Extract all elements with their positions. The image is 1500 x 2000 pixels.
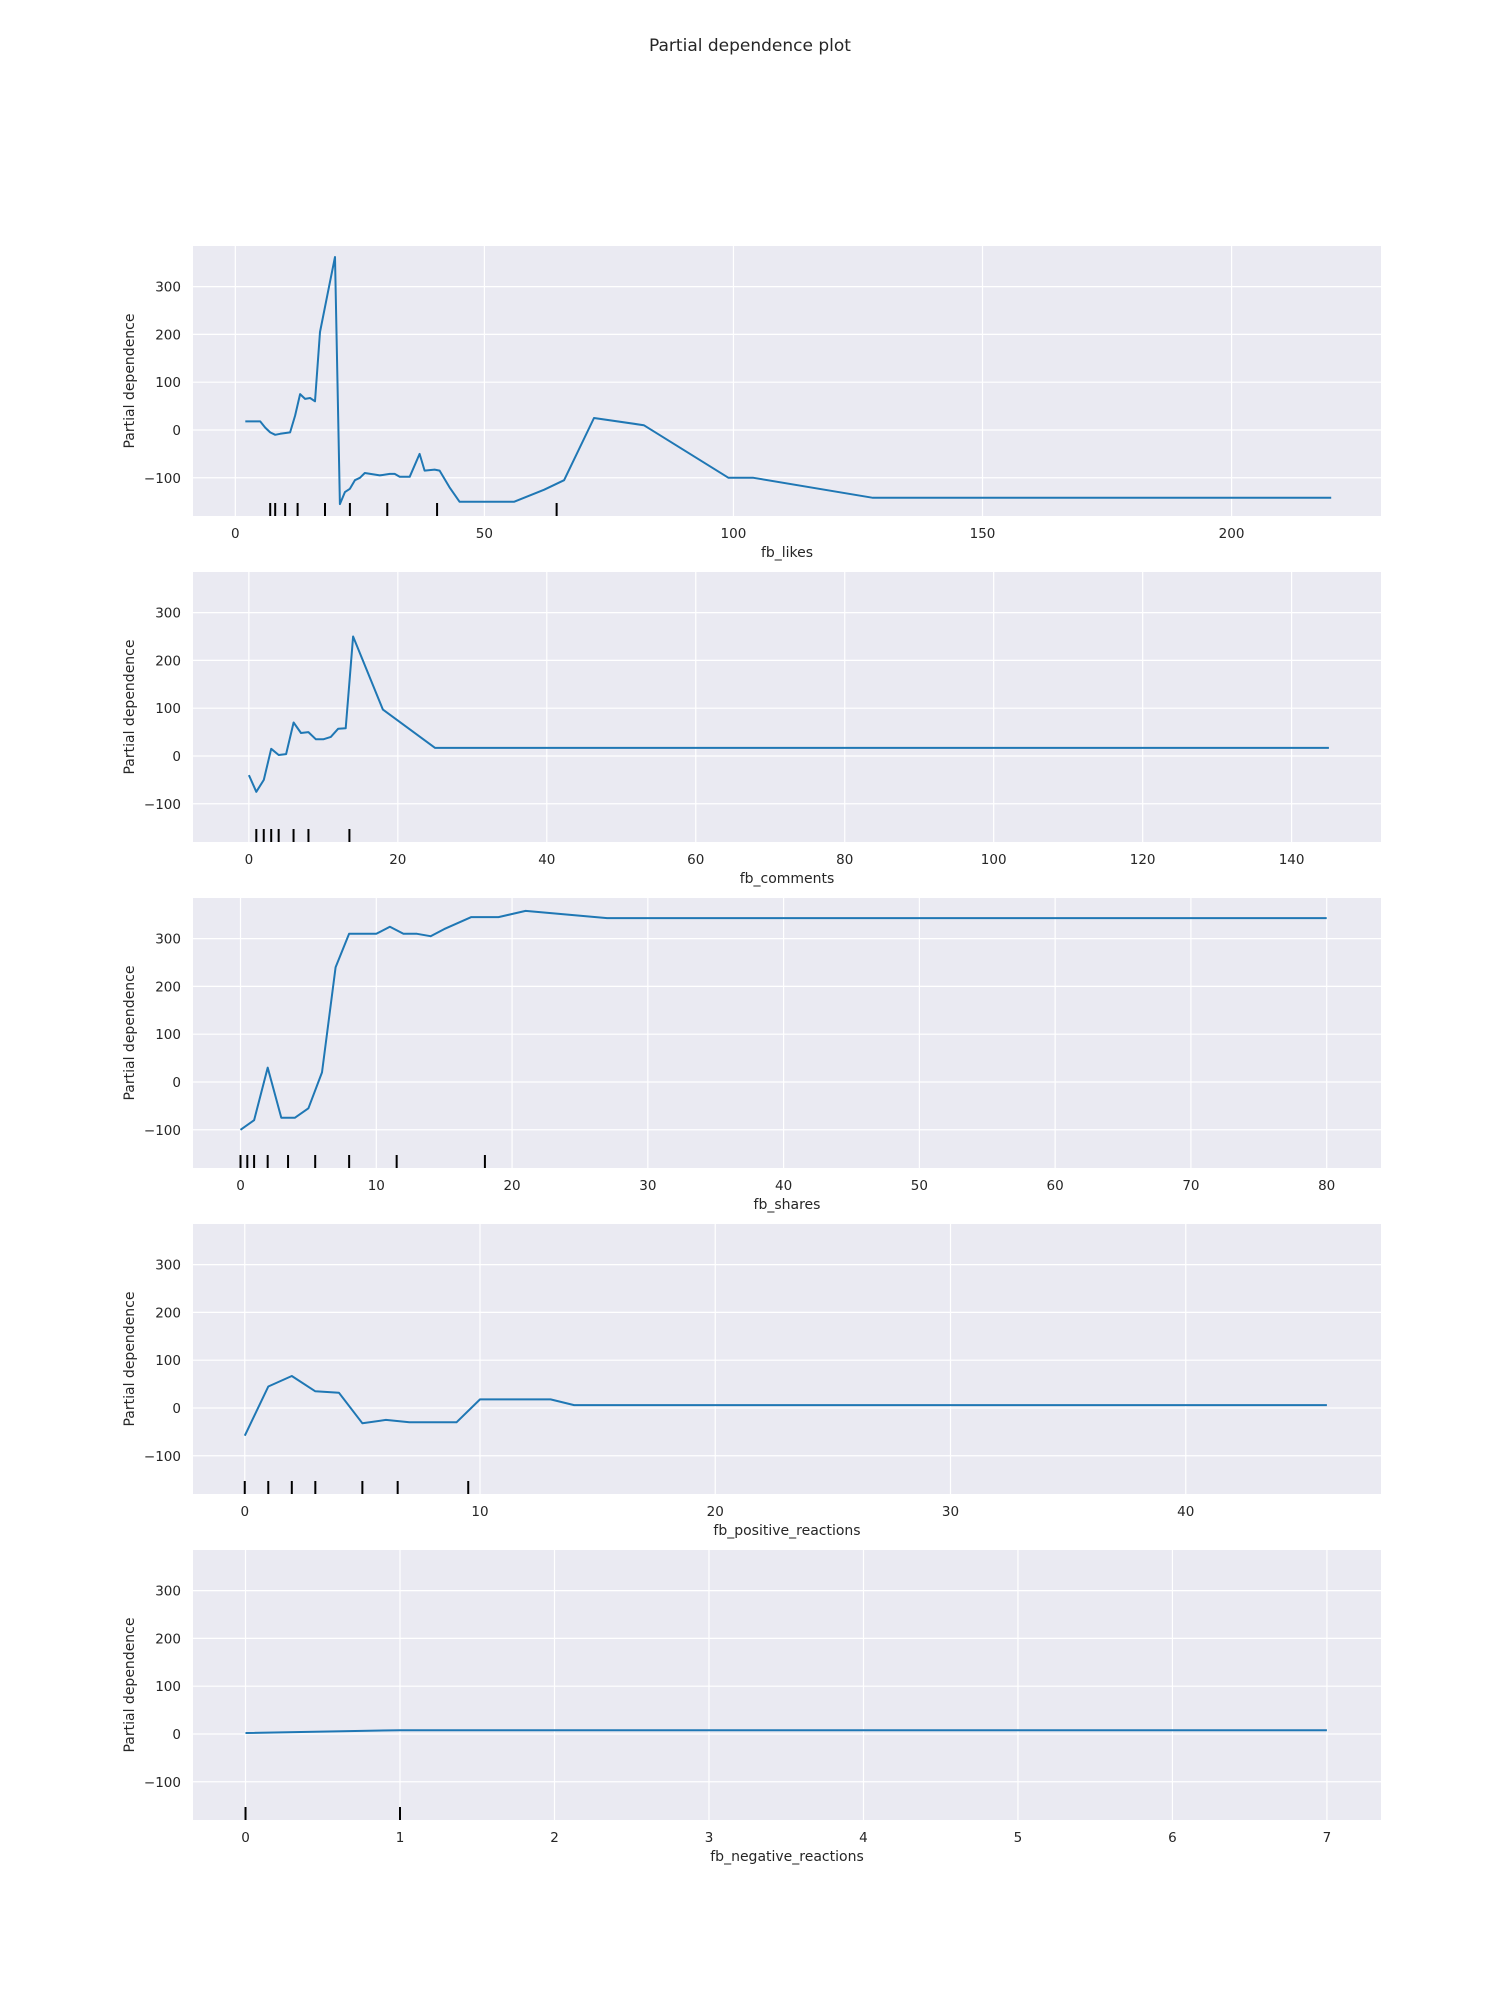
x-tick-label: 1 [396,1830,405,1846]
subplot-4: 0 10 20 30 40 −100 0 100 200 300 fb_positive_react… [122,1224,1381,1539]
y-tick-label: 200 [155,327,181,343]
x-tick-label: 6 [1168,1830,1177,1846]
x-axis-label: fb_likes [761,545,813,561]
x-tick-label: 0 [231,526,240,542]
x-tick-label: 10 [368,1178,385,1194]
plot-area [193,1550,1381,1820]
x-tick-label: 70 [1182,1178,1199,1194]
y-tick-label: 200 [155,1631,181,1647]
x-tick-label: 4 [859,1830,868,1846]
y-tick-label: 0 [172,1075,181,1091]
figure-title: Partial dependence plot [649,36,851,56]
x-tick-label: 40 [1177,1504,1194,1520]
x-tick-label: 140 [1279,852,1305,868]
y-axis-label: Partial dependence [122,1291,138,1426]
x-axis-label: fb_positive_reactions [713,1523,860,1539]
y-tick-label: 100 [155,375,181,391]
x-tick-label: 20 [707,1504,724,1520]
pd-series-line [245,256,1332,506]
subplot-1: 0 50 100 150 200 −100 0 100 200 300 fb_likes Partia… [122,246,1381,561]
y-tick-label: 200 [155,1305,181,1321]
subplot-2: 0 20 40 60 80 100 120 140 −100 0 100 200 300 fb_comme… [122,572,1381,887]
x-tick-label: 2 [550,1830,559,1846]
x-tick-label: 80 [836,852,853,868]
x-tick-label: 120 [1130,852,1156,868]
y-tick-label: 0 [172,1401,181,1417]
x-tick-label: 60 [1047,1178,1064,1194]
x-tick-label: 100 [981,852,1007,868]
x-tick-label: 20 [503,1178,520,1194]
y-tick-label: −100 [144,1775,181,1791]
x-tick-label: 0 [240,1504,249,1520]
y-tick-label: 0 [172,749,181,765]
x-tick-label: 150 [970,526,996,542]
x-tick-label: 5 [1014,1830,1023,1846]
x-tick-label: 7 [1323,1830,1332,1846]
x-tick-label: 100 [721,526,747,542]
y-tick-label: 100 [155,701,181,717]
y-tick-label: −100 [144,471,181,487]
x-axis-label: fb_shares [754,1197,821,1213]
plot-area [193,1224,1381,1494]
y-tick-label: 300 [155,606,181,622]
x-tick-label: 0 [236,1178,245,1194]
y-tick-label: 0 [172,423,181,439]
y-tick-label: 100 [155,1353,181,1369]
y-tick-label: 0 [172,1727,181,1743]
y-tick-label: 200 [155,653,181,669]
plot-area [193,898,1381,1168]
y-axis-label: Partial dependence [122,1617,138,1752]
subplot-5: 0 1 2 3 4 5 6 7 −100 0 100 200 300 fb_negative_reacti… [122,1550,1381,1865]
plot-area [193,572,1381,842]
x-tick-label: 40 [538,852,555,868]
x-tick-label: 3 [705,1830,714,1846]
x-axis-label: fb_negative_reactions [710,1849,864,1865]
y-tick-label: −100 [144,1449,181,1465]
y-axis-label: Partial dependence [122,965,138,1100]
pd-series-line [239,909,1327,1131]
x-tick-label: 50 [911,1178,928,1194]
y-tick-label: 300 [155,1258,181,1274]
x-tick-label: 10 [471,1504,488,1520]
pd-series-line [243,1375,1327,1437]
pd-series-line [245,1729,1327,1734]
y-tick-label: −100 [144,1123,181,1139]
x-tick-label: 40 [775,1178,792,1194]
y-tick-label: 300 [155,280,181,296]
x-tick-label: 50 [476,526,493,542]
pd-series-line [247,635,1329,793]
x-tick-label: 80 [1318,1178,1335,1194]
y-tick-label: 300 [155,1584,181,1600]
x-tick-label: 30 [942,1504,959,1520]
x-tick-label: 20 [389,852,406,868]
x-tick-label: 0 [245,852,254,868]
y-tick-label: 300 [155,932,181,948]
y-axis-label: Partial dependence [122,313,138,448]
y-tick-label: −100 [144,797,181,813]
y-axis-label: Partial dependence [122,639,138,774]
x-axis-label: fb_comments [740,871,835,887]
subplot-3: 0 10 20 30 40 50 60 70 80 −100 0 100 200 300 fb_shares… [122,898,1381,1213]
x-tick-label: 60 [687,852,704,868]
y-tick-label: 200 [155,979,181,995]
y-tick-label: 100 [155,1027,181,1043]
x-tick-label: 30 [639,1178,656,1194]
y-tick-label: 100 [155,1679,181,1695]
x-tick-label: 0 [241,1830,250,1846]
x-tick-label: 200 [1219,526,1245,542]
plot-area [193,246,1381,516]
